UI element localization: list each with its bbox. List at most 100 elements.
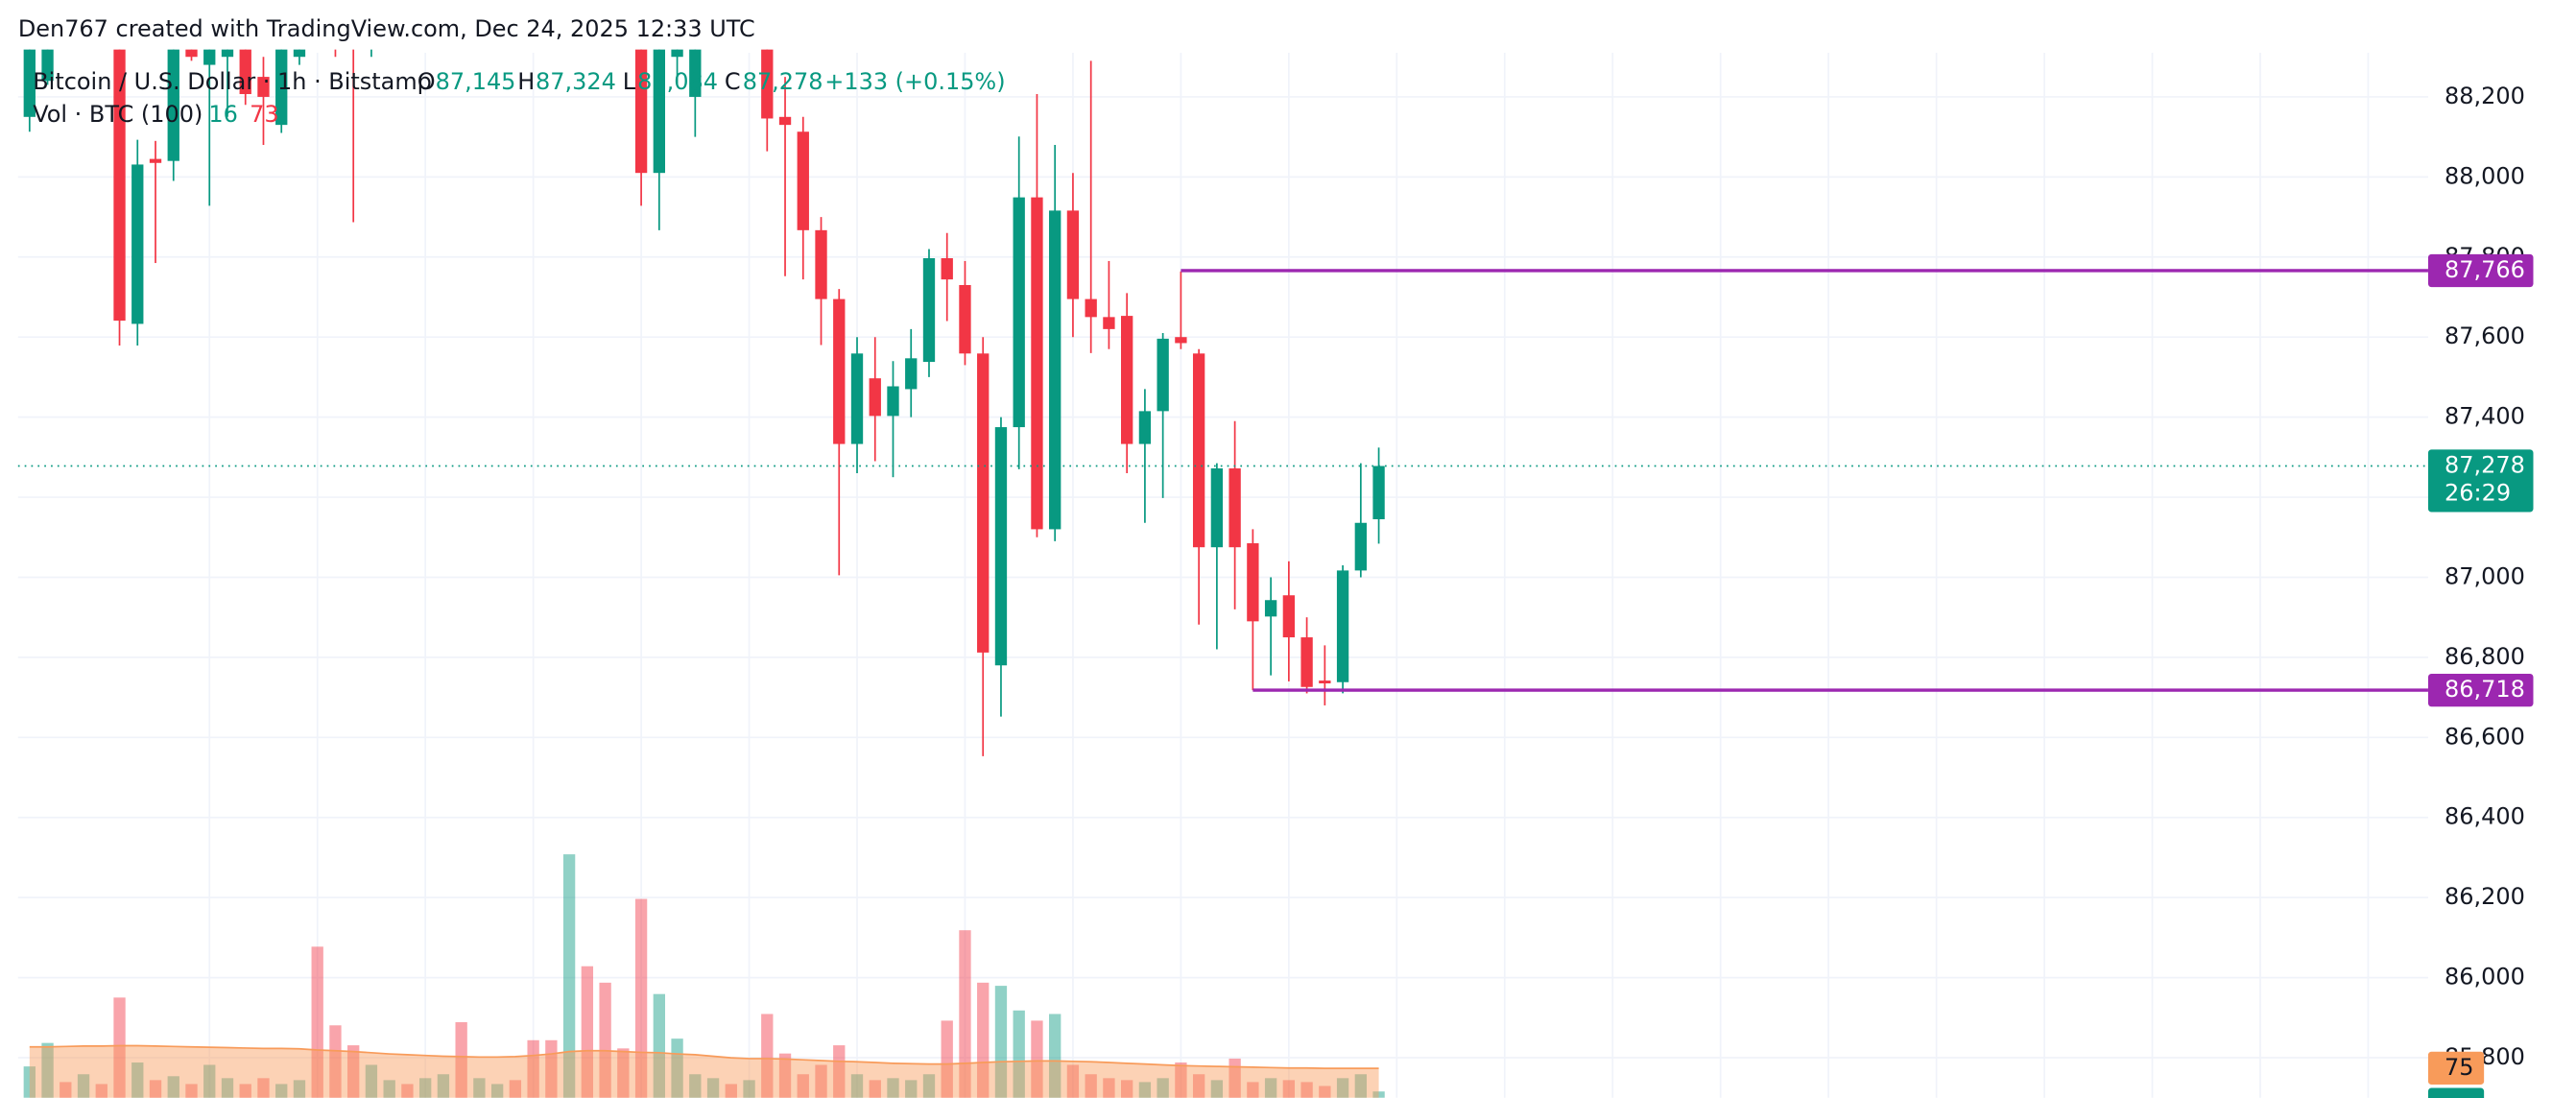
volume-bar	[1121, 1080, 1133, 1098]
volume-bar	[706, 1078, 720, 1098]
candle-body	[41, 49, 54, 82]
volume-bar	[1103, 1078, 1115, 1098]
volume-bar	[1157, 1078, 1169, 1098]
candle-body	[293, 49, 306, 58]
volume-bar	[869, 1080, 881, 1098]
candle-body	[23, 49, 36, 117]
candle-body	[1013, 197, 1025, 428]
volume-box	[2427, 1087, 2485, 1098]
volume-bar	[634, 898, 648, 1098]
volume-bar	[1336, 1078, 1349, 1098]
volume-bar	[1085, 1074, 1097, 1098]
candle-body	[850, 353, 864, 444]
volume-bar	[401, 1084, 414, 1098]
volume-pane	[23, 854, 1385, 1098]
volume-bar	[1031, 1020, 1043, 1098]
candle-body	[977, 353, 990, 653]
volume-bar	[743, 1080, 755, 1098]
high-label: H	[517, 68, 535, 95]
candle-body	[1210, 468, 1224, 548]
candle-body	[1175, 337, 1187, 344]
volume-bar	[329, 1025, 342, 1098]
volume-bar	[113, 997, 126, 1098]
candle-body	[634, 49, 648, 174]
volume-bar	[167, 1076, 179, 1098]
candle-body	[761, 49, 774, 119]
volume-bar	[617, 1048, 630, 1098]
candle-body	[833, 298, 846, 444]
volume-bar	[185, 1084, 198, 1098]
volume-title: Vol · BTC (100)	[33, 101, 203, 128]
symbol: Bitcoin / U.S. Dollar · 1h · Bitstamp	[33, 68, 432, 95]
volume-bar	[41, 1042, 54, 1098]
low-value: 87,084	[637, 68, 718, 95]
candle-body	[1264, 600, 1277, 617]
level-label: 86,718	[2445, 676, 2525, 703]
candle-body	[257, 77, 270, 97]
candle-body	[959, 284, 971, 354]
candle-body	[1103, 317, 1115, 329]
candle-body	[941, 258, 953, 280]
candle-body	[1192, 353, 1205, 548]
candle-body	[1336, 570, 1349, 682]
open-label: O	[417, 68, 436, 95]
volume-value: 16	[208, 101, 237, 128]
volume-bar	[257, 1078, 270, 1098]
level-box	[2427, 253, 2534, 288]
volume-bar	[437, 1074, 450, 1098]
candle-body	[1121, 316, 1133, 444]
volume-bar	[1175, 1062, 1187, 1098]
candle-body	[815, 229, 827, 299]
volume-ma-box	[2427, 1051, 2485, 1086]
volume-bar	[1247, 1082, 1259, 1098]
candle-body	[887, 386, 899, 417]
candle-body	[1247, 543, 1259, 622]
y-tick-label: 87,600	[2445, 322, 2525, 349]
volume-bar	[1282, 1080, 1296, 1098]
volume-bar	[455, 1022, 467, 1098]
candle-body	[1066, 210, 1080, 299]
volume-bar	[815, 1064, 827, 1098]
candle-body	[239, 49, 251, 95]
y-tick-label: 87,000	[2445, 562, 2525, 589]
volume-bar	[149, 1080, 162, 1098]
volume-bar	[725, 1084, 737, 1098]
volume-bar	[653, 993, 665, 1098]
candles	[23, 49, 1385, 756]
candle-body	[1228, 468, 1241, 548]
volume-bar	[850, 1074, 864, 1098]
volume-bar	[1049, 1014, 1061, 1098]
change: +133 (+0.15%)	[824, 68, 1005, 95]
candle-body	[1031, 197, 1043, 530]
volume-ma-value: 73	[250, 101, 278, 128]
legend: Bitcoin / U.S. Dollar · 1h · Bitstamp O …	[33, 68, 1005, 128]
volume-bar	[1192, 1074, 1205, 1098]
volume-bar	[275, 1084, 288, 1098]
volume-bar	[562, 854, 576, 1098]
volume-bar	[60, 1082, 72, 1098]
last-price-box	[2427, 449, 2534, 513]
volume-bar	[383, 1080, 395, 1098]
volume-ma-area	[29, 1045, 1379, 1098]
y-tick-label: 88,000	[2445, 162, 2525, 189]
candle-body	[671, 49, 683, 58]
volume-bar	[473, 1078, 486, 1098]
candle-body	[1085, 298, 1097, 318]
close-label: C	[725, 68, 741, 95]
volume-bar	[922, 1074, 936, 1098]
volume-bar	[1013, 1010, 1025, 1098]
volume-bar	[365, 1064, 378, 1098]
candle-body	[922, 258, 936, 363]
candle-body	[203, 49, 216, 65]
candle-body	[113, 49, 126, 322]
close-value: 87,278	[743, 68, 823, 95]
y-tick-label: 86,600	[2445, 723, 2525, 750]
volume-bar	[905, 1080, 918, 1098]
volume-bar	[1066, 1064, 1080, 1098]
volume-bar	[1228, 1058, 1241, 1098]
candle-body	[778, 116, 792, 126]
volume-bar	[77, 1074, 90, 1098]
volume-bar	[797, 1074, 809, 1098]
